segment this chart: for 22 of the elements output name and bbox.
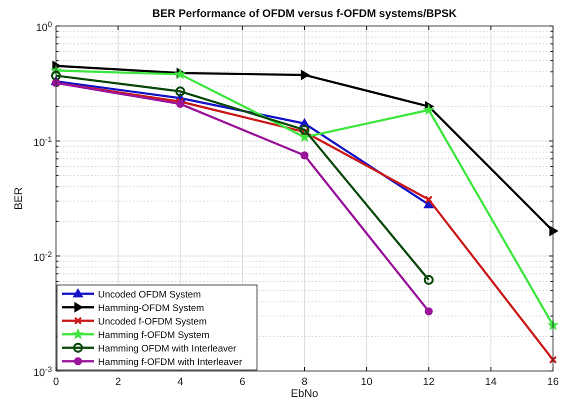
x-tick-label: 2 (115, 376, 122, 388)
y-tick-label: 10$^{-1}$ (33, 134, 52, 149)
x-tick-label: 10 (360, 376, 373, 388)
legend-label: Uncoded OFDM System (98, 289, 202, 300)
legend-label: Hamming OFDM with Interleaver (98, 343, 236, 354)
x-axis-title: EbNo (290, 388, 318, 400)
legend-label: Hamming-OFDM System (98, 302, 204, 314)
y-tick-label: 10$^{-2}$ (33, 250, 52, 264)
y-axis-title: BER (13, 187, 25, 210)
x-tick-label: 4 (177, 376, 184, 388)
x-tick-label: 16 (547, 376, 559, 388)
x-tick-label: 14 (485, 376, 497, 388)
legend-label: Hamming f-OFDM with Interleaver (98, 356, 242, 368)
y-tick-label: 10$^{-3}$ (33, 364, 53, 379)
x-tick-label: 6 (239, 376, 246, 388)
legend-label: Uncoded f-OFDM System (98, 316, 207, 328)
x-tick-label: 0 (53, 376, 60, 388)
y-tick-label: 10$^{0}$ (36, 20, 53, 34)
x-tick-label: 8 (302, 376, 308, 388)
chart-title: BER Performance of OFDM versus f-OFDM systems/BPSK (152, 8, 457, 20)
x-tick-label: 12 (422, 376, 435, 388)
legend-label: Hamming f-OFDM System (98, 330, 210, 341)
